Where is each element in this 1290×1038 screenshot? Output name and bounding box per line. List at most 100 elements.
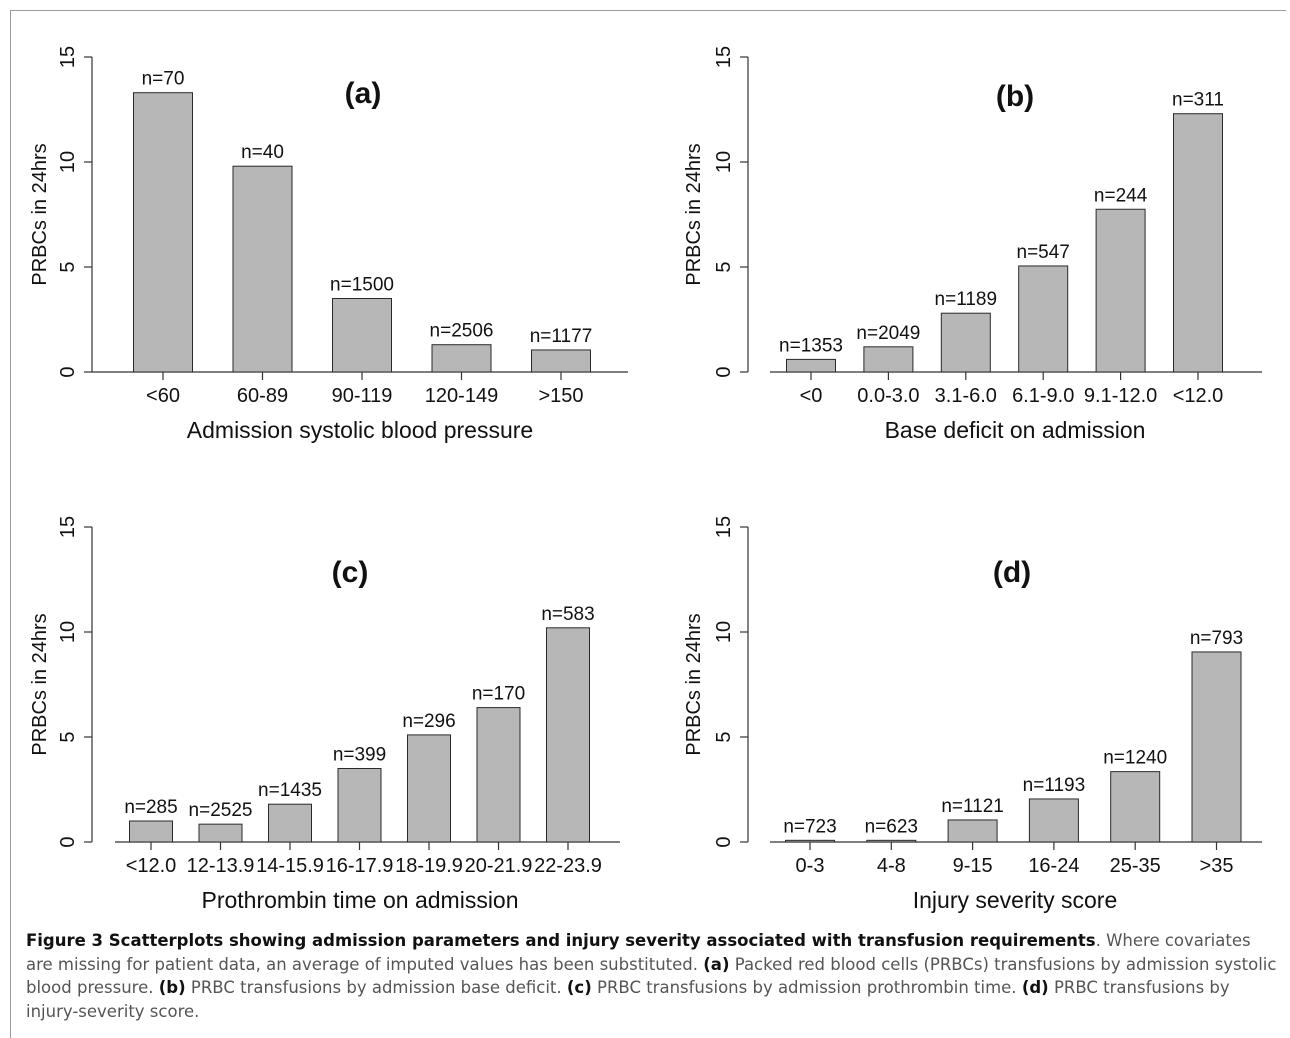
bar (133, 92, 193, 373)
y-tick-label: 0 (57, 836, 79, 847)
y-axis-label: PRBCs in 24hrs (683, 143, 705, 285)
bar (546, 627, 590, 843)
bar-value-label: n=40 (241, 142, 284, 163)
x-tick-label: 20-21.9 (465, 855, 533, 877)
bar-value-label: n=793 (1190, 628, 1243, 649)
y-tick-label: 10 (57, 151, 79, 173)
bar (1173, 113, 1223, 373)
bar-value-label: n=244 (1094, 185, 1148, 206)
bar-value-label: n=1177 (530, 326, 593, 347)
x-tick-label: <12.0 (126, 855, 177, 877)
caption-a-label: (a) (703, 954, 730, 974)
y-tick-label: 15 (713, 516, 735, 538)
bar-value-label: n=1193 (1023, 775, 1086, 796)
panel-label: (a) (345, 77, 382, 110)
chart-panel-a: 0 5 10 15 PRBCs in 24hrs <60 n=70 60-89 n=40 90-1… (29, 46, 628, 443)
x-tick-label: 16-24 (1028, 855, 1079, 877)
x-tick-label: 9.1-12.0 (1084, 385, 1157, 407)
x-tick-label: 25-35 (1110, 855, 1161, 877)
caption-a-text: Packed red blood cells (PRBCs) transfusi… (26, 954, 1277, 998)
bar (332, 298, 392, 373)
x-tick-label: 0-3 (796, 855, 825, 877)
bar (1095, 208, 1146, 373)
bar (863, 346, 914, 373)
bar-value-label: n=723 (783, 816, 836, 837)
bar-value-label: n=1240 (1103, 748, 1167, 769)
caption-c-text: PRBC transfusions by admission prothromb… (591, 978, 1022, 997)
x-tick-label: <60 (146, 385, 180, 407)
bar-value-label: n=1435 (258, 780, 322, 801)
bar (531, 349, 591, 373)
y-tick-label: 15 (57, 516, 79, 538)
bar-value-label: n=1121 (941, 796, 1004, 817)
x-axis-label: Prothrombin time on admission (201, 887, 518, 913)
bar-value-label: n=1353 (779, 335, 843, 356)
bar (198, 823, 243, 843)
figure-charts: 0 5 10 15 PRBCs in 24hrs <60 n=70 60-89 n=40 90-1… (29, 46, 1262, 913)
y-tick-label: 5 (713, 731, 735, 742)
bar (785, 839, 835, 843)
x-tick-label: 22-23.9 (534, 855, 602, 877)
x-axis-label: Base deficit on admission (885, 417, 1146, 443)
y-tick-label: 0 (713, 836, 735, 847)
bar-value-label: n=2525 (189, 800, 253, 821)
x-tick-label: 4-8 (877, 855, 906, 877)
x-tick-label: 3.1-6.0 (935, 385, 997, 407)
y-tick-label: 0 (57, 366, 79, 377)
x-tick-label: 60-89 (237, 385, 288, 407)
caption-b-label: (b) (158, 978, 186, 997)
bar-value-label: n=583 (541, 604, 594, 625)
bar-value-label: n=623 (865, 816, 918, 837)
caption-b-text: PRBC transfusions by admission base defi… (185, 978, 567, 997)
bar (337, 768, 382, 843)
x-tick-label: 16-17.9 (326, 855, 394, 877)
bar-value-label: n=2506 (430, 321, 494, 342)
x-tick-label: >35 (1200, 855, 1234, 877)
x-tick-label: <12.0 (1173, 385, 1224, 407)
bar-value-label: n=547 (1017, 242, 1070, 263)
x-axis-label: Admission systolic blood pressure (187, 417, 533, 443)
x-tick-label: 12-13.9 (187, 855, 255, 877)
bar (407, 734, 451, 843)
x-tick-label: <0 (800, 385, 823, 407)
bar-value-label: n=70 (142, 69, 185, 90)
x-tick-label: 14-15.9 (256, 855, 324, 877)
bar (1191, 651, 1242, 843)
y-tick-label: 5 (57, 731, 79, 742)
x-tick-label: 120-149 (425, 385, 498, 407)
bar (1018, 265, 1069, 373)
x-tick-label: 0.0-3.0 (857, 385, 919, 407)
panel-label: (c) (332, 556, 369, 589)
caption-c-label: (c) (566, 978, 592, 997)
bar-value-label: n=296 (402, 711, 455, 732)
chart-panel-d: 0 5 10 15 PRBCs in 24hrs 0-3 n=723 4-8 n=623 9-15… (683, 516, 1262, 913)
caption-d-text: PRBC transfusions by injury-severity sco… (26, 978, 1230, 1021)
y-tick-label: 15 (57, 46, 79, 68)
bar (232, 165, 293, 373)
caption-intro: . Where covariates are missing for patie… (26, 931, 1251, 974)
caption-title: Figure 3 Scatterplots showing admission … (26, 931, 1096, 950)
x-tick-label: 18-19.9 (395, 855, 463, 877)
figure-frame (10, 10, 1286, 1038)
panel-label: (d) (993, 556, 1031, 589)
bar (947, 819, 998, 843)
y-axis-label: PRBCs in 24hrs (29, 613, 51, 755)
y-axis-label: PRBCs in 24hrs (29, 143, 51, 285)
bar (786, 358, 836, 373)
y-tick-label: 5 (57, 261, 79, 272)
bar-value-label: n=1500 (330, 275, 394, 296)
y-tick-label: 10 (57, 621, 79, 643)
bar (1110, 771, 1161, 843)
bar-value-label: n=170 (472, 684, 525, 705)
y-tick-label: 10 (713, 151, 735, 173)
y-tick-label: 15 (713, 46, 735, 68)
y-tick-label: 0 (713, 366, 735, 377)
chart-panel-c: 0 5 10 15 PRBCs in 24hrs <12.0 n=285 12-13.9 n=2… (29, 516, 620, 913)
figure-caption: Figure 3 Scatterplots showing admission … (26, 929, 1278, 1023)
bar (1028, 798, 1079, 843)
bar (431, 344, 492, 373)
caption-d-label: (d) (1021, 978, 1049, 997)
panel-label: (b) (996, 80, 1034, 113)
x-tick-label: 90-119 (332, 385, 393, 407)
bar-value-label: n=1189 (935, 289, 998, 310)
